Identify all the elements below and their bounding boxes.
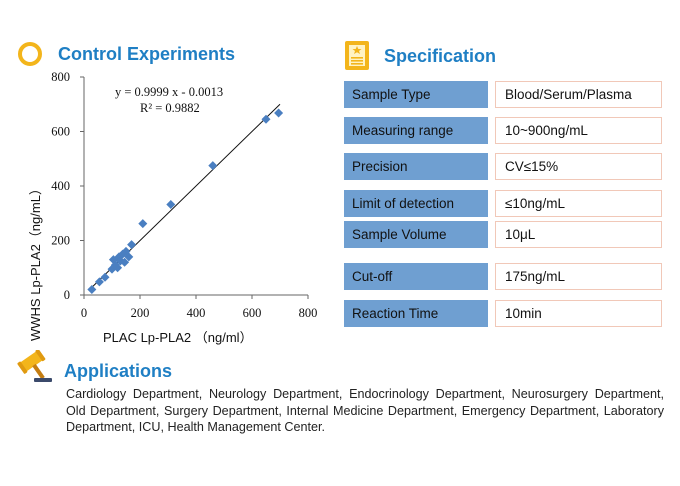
gavel-icon (17, 350, 52, 382)
data-point (166, 200, 176, 210)
spec-label: Sample Type (344, 81, 488, 108)
data-point (100, 272, 110, 282)
data-point (261, 114, 271, 124)
x-tick-label: 200 (131, 306, 150, 320)
spec-value: CV≤15% (495, 153, 662, 180)
spec-row: Sample Type Blood/Serum/Plasma (344, 81, 662, 108)
x-tick-label: 0 (81, 306, 87, 320)
data-point (124, 252, 134, 262)
spec-label: Limit of detection (344, 190, 488, 217)
chart-axes (80, 76, 309, 299)
data-point (120, 257, 130, 267)
spec-row: Precision CV≤15% (344, 153, 662, 180)
y-tick-label: 400 (51, 179, 70, 193)
spec-row: Reaction Time 10min (344, 300, 662, 327)
spec-value: 10~900ng/mL (495, 117, 662, 144)
spec-value: 10min (495, 300, 662, 327)
spec-row: Sample Volume 10μL (344, 221, 662, 248)
data-point (113, 263, 123, 273)
applications-text: Cardiology Department, Neurology Departm… (66, 387, 664, 434)
data-point (274, 108, 284, 118)
spec-row: Cut-off 175ng/mL (344, 263, 662, 290)
data-point (94, 277, 104, 287)
specification-title: Specification (384, 46, 497, 66)
y-tick-label: 800 (51, 70, 70, 84)
spec-label: Cut-off (344, 263, 488, 290)
y-tick-label: 200 (51, 234, 70, 248)
spec-label: Sample Volume (344, 221, 488, 248)
spec-row: Measuring range 10~900ng/mL (344, 117, 662, 144)
x-axis-label: PLAC Lp-PLA2 （ng/ml） (103, 330, 253, 345)
spec-value: ≤10ng/mL (495, 190, 662, 217)
tick-labels: 0 200 400 600 800 0 200 400 600 800 (51, 70, 317, 320)
applications-title: Applications (64, 361, 173, 381)
spec-label: Reaction Time (344, 300, 488, 327)
data-point (127, 240, 137, 250)
y-tick-label: 0 (64, 288, 70, 302)
x-tick-label: 600 (243, 306, 262, 320)
r-squared: R² = 0.9882 (140, 101, 200, 115)
y-tick-label: 600 (51, 125, 70, 139)
spec-row: Limit of detection ≤10ng/mL (344, 190, 662, 217)
spec-value: Blood/Serum/Plasma (495, 81, 662, 108)
data-point (138, 219, 148, 229)
y-axis-label: WWHS Lp-PLA2（ng/mL） (28, 182, 43, 341)
spec-label: Measuring range (344, 117, 488, 144)
data-point (208, 161, 218, 171)
spec-label: Precision (344, 153, 488, 180)
scatter-chart: 0 200 400 600 800 0 200 400 600 800 y = 0.9999 x … (28, 70, 317, 345)
circle-icon (18, 42, 42, 66)
data-point (87, 285, 97, 295)
regression-equation: y = 0.9999 x - 0.0013 (115, 85, 223, 99)
spec-value: 175ng/mL (495, 263, 662, 290)
data-point (107, 264, 117, 274)
x-tick-label: 400 (187, 306, 206, 320)
control-experiments-title: Control Experiments (58, 44, 236, 64)
data-points (87, 108, 284, 295)
spec-value: 10μL (495, 221, 662, 248)
x-tick-label: 800 (299, 306, 318, 320)
document-icon (345, 41, 369, 70)
